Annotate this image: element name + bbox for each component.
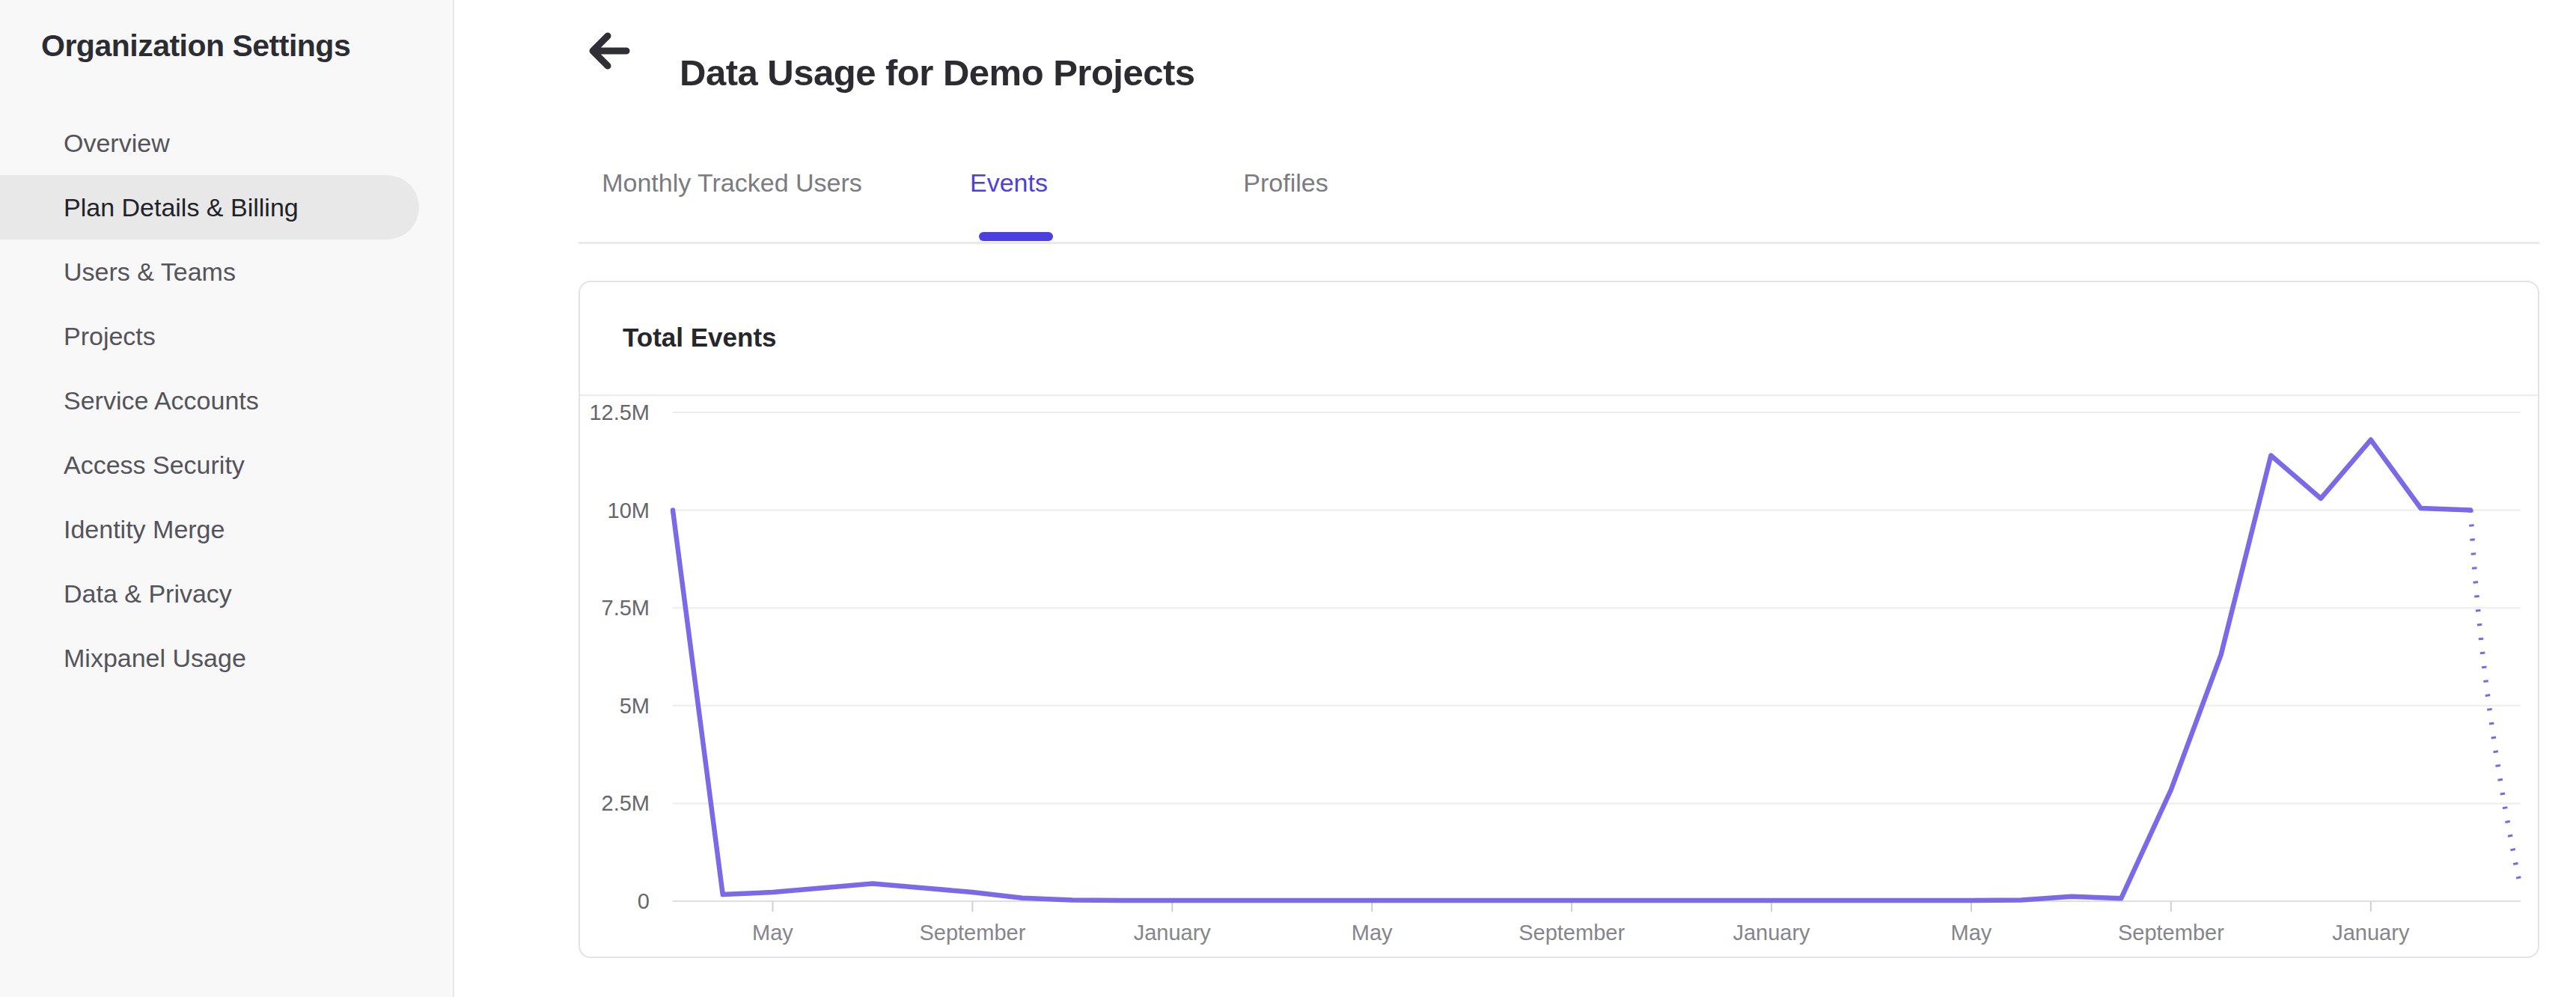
- sidebar-title: Organization Settings: [41, 28, 350, 64]
- back-button[interactable]: [586, 28, 631, 73]
- sidebar-item-data-privacy[interactable]: Data & Privacy: [0, 561, 451, 626]
- sidebar-item-users-teams[interactable]: Users & Teams: [0, 240, 451, 304]
- x-tick-marks: [772, 902, 2370, 912]
- active-tab-indicator: [979, 232, 1053, 241]
- series-line: [673, 440, 2470, 900]
- sidebar-item-plan-details-billing[interactable]: Plan Details & Billing: [0, 175, 419, 240]
- tabs-divider: [579, 242, 2539, 244]
- y-axis-labels: 12.5M 10M 7.5M 5M 2.5M 0: [589, 400, 650, 913]
- arrow-left-icon: [586, 28, 631, 73]
- projected-series-line: [2470, 510, 2521, 888]
- x-tick-label: May: [1352, 921, 1393, 945]
- sidebar-item-overview[interactable]: Overview: [0, 111, 451, 175]
- x-tick-label: September: [1519, 921, 1625, 945]
- x-tick-label: May: [752, 921, 793, 945]
- tab-events[interactable]: Events: [870, 165, 1147, 201]
- chart-card-title: Total Events: [623, 323, 777, 353]
- y-tick-label: 0: [638, 889, 650, 913]
- x-tick-label: September: [919, 921, 1025, 945]
- tab-monthly-tracked-users[interactable]: Monthly Tracked Users: [593, 165, 870, 201]
- sidebar-item-identity-merge[interactable]: Identity Merge: [0, 497, 451, 561]
- tab-profiles[interactable]: Profiles: [1147, 165, 1424, 201]
- y-tick-label: 2.5M: [602, 791, 650, 815]
- sidebar: Organization Settings OverviewPlan Detai…: [0, 0, 454, 997]
- sidebar-item-service-accounts[interactable]: Service Accounts: [0, 368, 451, 433]
- y-tick-label: 7.5M: [602, 596, 650, 620]
- y-tick-label: 12.5M: [589, 400, 650, 424]
- x-tick-label: January: [2332, 921, 2410, 945]
- total-events-line-chart: 12.5M10M7.5M5M2.5M0MaySeptemberJanuaryMa…: [580, 396, 2538, 957]
- x-tick-label: September: [2118, 921, 2224, 945]
- y-tick-label: 10M: [608, 498, 650, 522]
- sidebar-nav: OverviewPlan Details & BillingUsers & Te…: [0, 111, 451, 690]
- y-gridlines: [673, 412, 2521, 901]
- tab-bar: Monthly Tracked UsersEventsProfiles: [593, 165, 1424, 201]
- y-tick-label: 5M: [620, 694, 650, 718]
- sidebar-item-projects[interactable]: Projects: [0, 304, 451, 368]
- sidebar-item-mixpanel-usage[interactable]: Mixpanel Usage: [0, 626, 451, 690]
- sidebar-item-access-security[interactable]: Access Security: [0, 433, 451, 497]
- total-events-card: Total Events 12.5M 10M 7.5M 5M 2.5M 0 May Septe…: [579, 281, 2539, 958]
- x-tick-label: May: [1951, 921, 1992, 945]
- x-tick-label: January: [1134, 921, 1212, 945]
- x-axis-labels: May September January May September January Ma…: [752, 921, 2410, 945]
- page-title: Data Usage for Demo Projects: [680, 52, 1195, 94]
- x-tick-label: January: [1733, 921, 1810, 945]
